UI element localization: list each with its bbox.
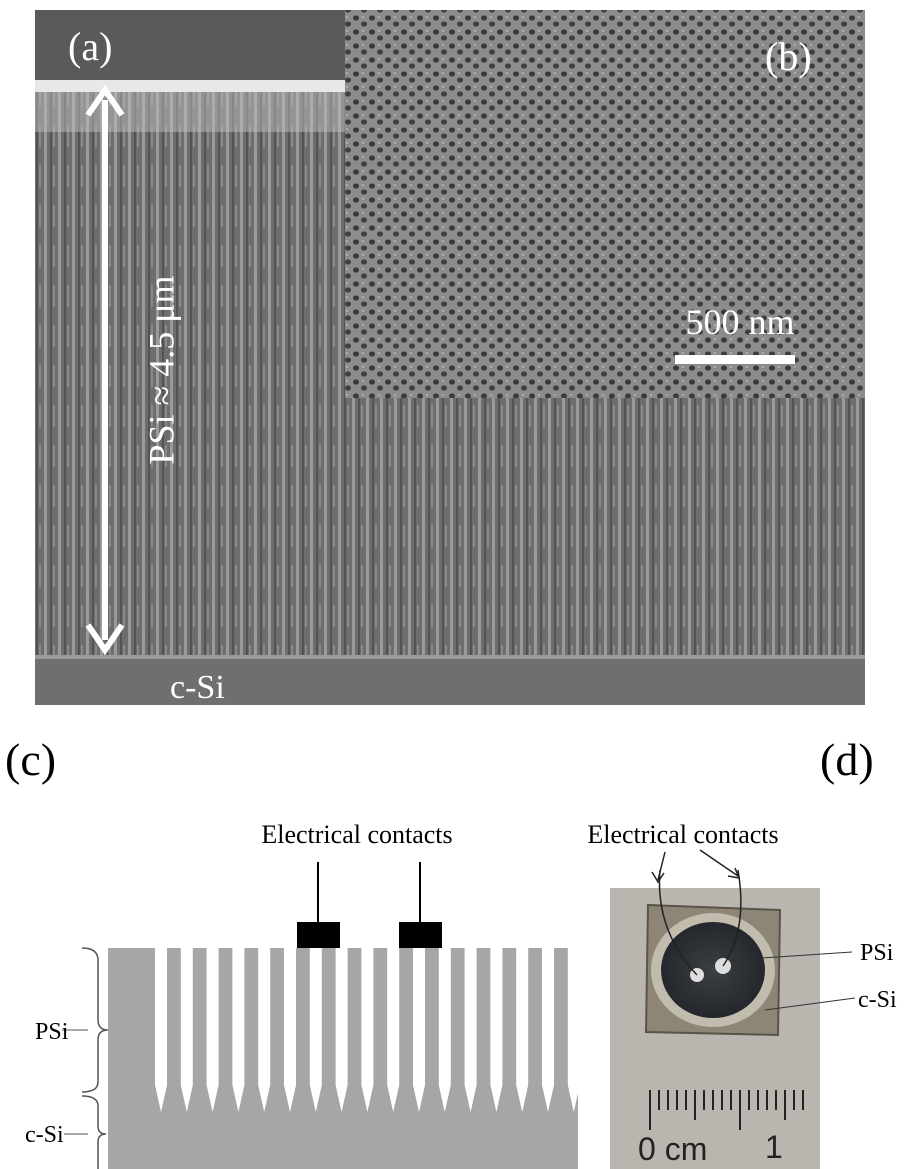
layer-label: c-Si bbox=[25, 1122, 64, 1148]
pore bbox=[207, 948, 219, 1112]
schematic bbox=[62, 862, 580, 1169]
layer-label: c-Si bbox=[858, 987, 897, 1013]
pore bbox=[258, 948, 270, 1112]
pore bbox=[490, 948, 502, 1112]
figure: (a) PSi ≈ 4.5 μm c-Si (b) 500 nm (c) Ele… bbox=[0, 0, 909, 1169]
pore bbox=[310, 948, 322, 1112]
pore bbox=[465, 948, 477, 1112]
pore bbox=[232, 948, 244, 1112]
panel-label: (c) bbox=[5, 734, 56, 785]
scale-bar bbox=[675, 355, 795, 364]
pore bbox=[568, 948, 580, 1112]
layer-label: PSi bbox=[35, 1019, 69, 1045]
pore bbox=[542, 948, 554, 1112]
contacts-label: Electrical contacts bbox=[587, 820, 778, 849]
layer-label: PSi bbox=[860, 940, 894, 966]
pore bbox=[413, 948, 425, 1112]
pore bbox=[387, 948, 399, 1112]
panel-label: (a) bbox=[68, 24, 112, 69]
pore bbox=[336, 948, 348, 1112]
substrate-label: c-Si bbox=[170, 669, 225, 706]
sample-photo bbox=[610, 870, 855, 1169]
pore bbox=[284, 948, 296, 1112]
contacts-label: Electrical contacts bbox=[261, 820, 452, 849]
ruler-label: 1 bbox=[765, 1129, 783, 1165]
pore bbox=[181, 948, 193, 1112]
thickness-label: PSi ≈ 4.5 μm bbox=[141, 275, 181, 464]
pore bbox=[439, 948, 451, 1112]
ruler-label: 0 cm bbox=[638, 1131, 707, 1167]
scale-bar-label: 500 nm bbox=[685, 302, 794, 342]
pore bbox=[155, 948, 167, 1112]
panel-label: (d) bbox=[820, 734, 874, 785]
pore bbox=[516, 948, 528, 1112]
panel-label: (b) bbox=[765, 34, 812, 79]
pore bbox=[361, 948, 373, 1112]
